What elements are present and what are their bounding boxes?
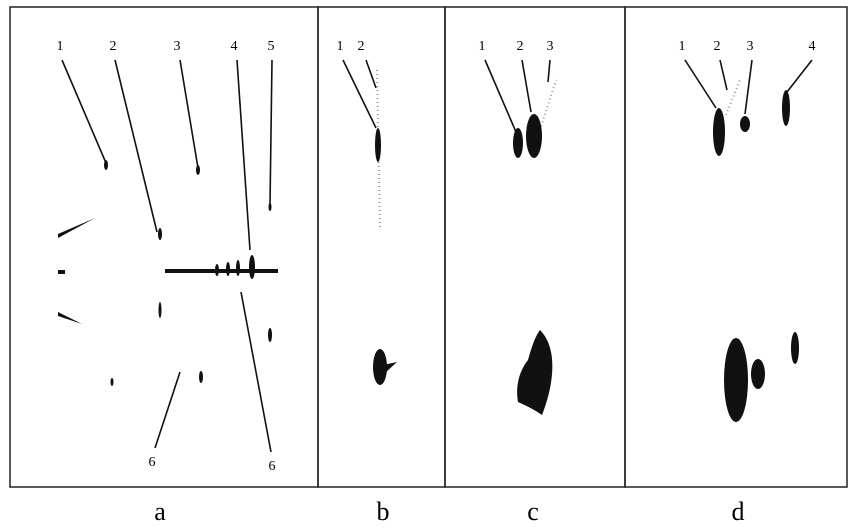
spot — [58, 312, 82, 324]
marker-label: 3 — [174, 39, 181, 54]
spot — [740, 116, 750, 132]
marker-label: 2 — [517, 39, 524, 54]
leader-line — [484, 59, 517, 133]
spot — [526, 114, 542, 158]
spot — [268, 328, 272, 342]
spot — [375, 128, 381, 162]
leader-line — [786, 59, 813, 93]
spot — [236, 260, 240, 276]
marker-label: 2 — [714, 39, 721, 54]
marker-label: 1 — [679, 39, 686, 54]
marker-label: 6 — [269, 459, 276, 474]
spot — [373, 362, 397, 373]
spot — [215, 264, 219, 276]
panel-label: d — [732, 497, 745, 526]
marker-label: 3 — [547, 39, 554, 54]
spot — [782, 90, 790, 126]
leader-line — [236, 59, 251, 251]
spot — [158, 302, 162, 318]
spot — [724, 338, 748, 422]
marker-label: 4 — [809, 39, 816, 54]
panel-label: a — [154, 497, 166, 526]
spot — [104, 160, 108, 170]
leader-line — [547, 59, 551, 83]
spot — [249, 255, 255, 279]
marker-label: 2 — [358, 39, 365, 54]
spot — [751, 359, 765, 389]
marker-label: 1 — [479, 39, 486, 54]
spot — [110, 378, 114, 386]
spot — [58, 218, 95, 238]
spot — [513, 128, 523, 158]
leader-line — [744, 59, 753, 115]
panel-d-drawing — [684, 59, 813, 422]
panel-frames — [9, 6, 848, 488]
marker-label: 3 — [747, 39, 754, 54]
panel-c-drawing — [484, 59, 557, 415]
faint-streak — [725, 79, 741, 116]
panel-label: b — [377, 497, 390, 526]
marker-label: 1 — [337, 39, 344, 54]
spot — [791, 332, 799, 364]
leader-line — [179, 59, 199, 169]
leader-line — [61, 59, 107, 164]
panel-frame — [317, 6, 446, 488]
panel-b-drawing — [342, 59, 397, 385]
spot — [199, 371, 203, 383]
spot — [158, 228, 162, 240]
leader-line — [240, 291, 272, 453]
leader-line — [719, 59, 728, 91]
marker-label: 6 — [149, 455, 156, 470]
leader-line — [365, 59, 377, 89]
spot — [196, 165, 200, 175]
panel-frame — [444, 6, 626, 488]
marker-label: 5 — [268, 39, 275, 54]
marker-label: 1 — [57, 39, 64, 54]
panel-label: c — [527, 497, 539, 526]
marker-label: 2 — [110, 39, 117, 54]
leader-line — [521, 59, 532, 113]
leader-line — [114, 59, 158, 233]
spot — [58, 270, 65, 274]
leader-line — [154, 371, 181, 449]
spot — [517, 330, 553, 415]
spot — [713, 108, 725, 156]
leader-line — [684, 59, 717, 109]
marker-label: 4 — [231, 39, 238, 54]
panel-a-drawing — [58, 59, 278, 453]
labels: 1 2 3 4 5 6 6 1 2 1 2 3 1 2 3 4 a b c d — [57, 39, 816, 526]
leader-line — [342, 59, 377, 129]
spot — [268, 203, 272, 211]
leader-line — [269, 59, 273, 206]
spot — [226, 262, 230, 276]
streak — [165, 269, 278, 273]
faint-streak — [539, 79, 557, 131]
panel-frame — [624, 6, 848, 488]
